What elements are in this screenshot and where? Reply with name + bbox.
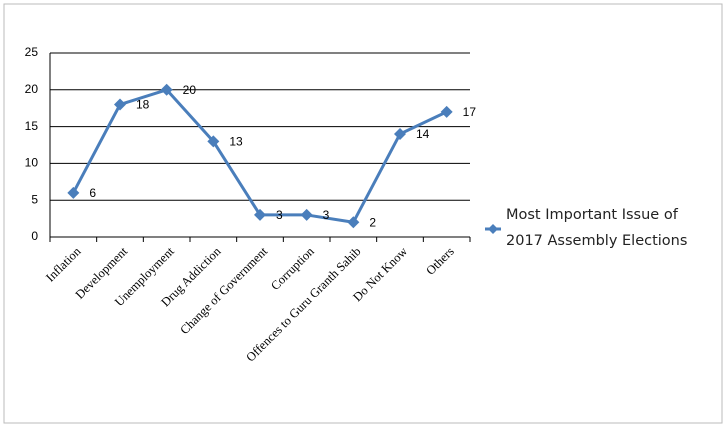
data-label: 14 (416, 127, 430, 141)
data-label: 13 (229, 134, 243, 148)
point (207, 135, 220, 148)
data-label: 18 (136, 98, 150, 112)
point (67, 186, 80, 199)
data-label: 6 (89, 186, 96, 200)
point (347, 216, 360, 229)
data-label: 20 (183, 83, 197, 97)
y-tick-label: 5 (31, 192, 38, 206)
data-label: 3 (276, 208, 283, 222)
point (394, 127, 406, 140)
y-tick-label: 20 (25, 82, 39, 96)
data-label: 17 (463, 105, 477, 119)
legend-marker (488, 224, 498, 234)
y-tick-label: 25 (25, 45, 39, 59)
legend-label-box: Most Important Issue of 2017 Assembly El… (506, 207, 688, 249)
data-label: 2 (369, 215, 376, 229)
chart-border (3, 3, 723, 424)
point (440, 105, 453, 118)
point (300, 208, 313, 221)
point (160, 83, 173, 96)
data-label: 3 (323, 208, 330, 222)
y-tick-label: 10 (25, 156, 39, 170)
point (114, 98, 126, 111)
point (254, 208, 266, 221)
y-tick-label: 15 (25, 119, 39, 133)
y-tick-label: 0 (31, 229, 38, 243)
legend-label: Most Important Issue of 2017 Assembly El… (506, 207, 688, 249)
